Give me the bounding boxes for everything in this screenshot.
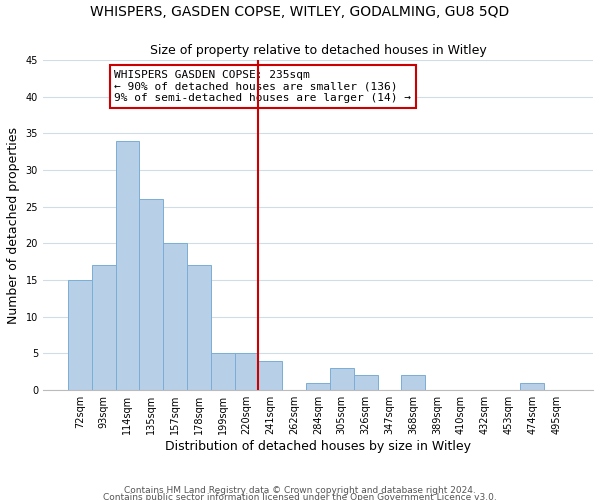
Bar [139, 200, 163, 390]
Text: WHISPERS, GASDEN COPSE, WITLEY, GODALMING, GU8 5QD: WHISPERS, GASDEN COPSE, WITLEY, GODALMIN… [91, 5, 509, 19]
Text: Contains HM Land Registry data © Crown copyright and database right 2024.: Contains HM Land Registry data © Crown c… [124, 486, 476, 495]
Bar [211, 354, 235, 390]
X-axis label: Distribution of detached houses by size in Witley: Distribution of detached houses by size … [165, 440, 471, 453]
Bar [235, 354, 259, 390]
Y-axis label: Number of detached properties: Number of detached properties [7, 126, 20, 324]
Bar [92, 266, 116, 390]
Bar [401, 376, 425, 390]
Text: Contains public sector information licensed under the Open Government Licence v3: Contains public sector information licen… [103, 494, 497, 500]
Bar [68, 280, 92, 390]
Title: Size of property relative to detached houses in Witley: Size of property relative to detached ho… [149, 44, 487, 58]
Bar [116, 140, 139, 390]
Bar [163, 244, 187, 390]
Bar [520, 382, 544, 390]
Text: WHISPERS GASDEN COPSE: 235sqm
← 90% of detached houses are smaller (136)
9% of s: WHISPERS GASDEN COPSE: 235sqm ← 90% of d… [115, 70, 412, 103]
Bar [306, 382, 330, 390]
Bar [187, 266, 211, 390]
Bar [259, 360, 282, 390]
Bar [353, 376, 377, 390]
Bar [330, 368, 353, 390]
